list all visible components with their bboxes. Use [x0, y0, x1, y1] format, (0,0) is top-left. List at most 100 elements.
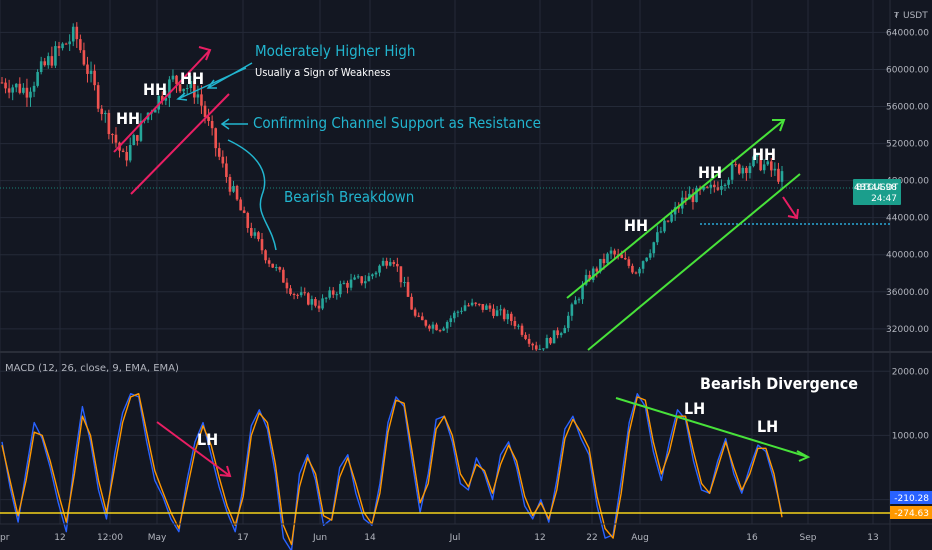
time-axis[interactable]: pr 12 12:00 May 17 Jun 14 Jul 12 22 Aug 16 Sep 13 — [0, 533, 879, 543]
candle-body — [666, 220, 670, 222]
candle-body — [121, 150, 125, 152]
candle-body — [189, 80, 193, 89]
candle-body — [574, 300, 577, 305]
candle-body — [324, 297, 328, 299]
candle-body — [549, 337, 552, 344]
candle-body — [32, 85, 36, 92]
candle-body — [638, 268, 641, 274]
candle-body — [68, 41, 71, 45]
candle-body — [228, 177, 232, 192]
candle-body — [410, 296, 413, 310]
candle-body — [745, 167, 748, 174]
candle-body — [705, 186, 709, 188]
candle-body — [36, 72, 39, 86]
candle-body — [602, 258, 606, 264]
candle-body — [57, 46, 61, 49]
annotation-moderately-higher-high: Moderately Higher High — [255, 42, 415, 60]
candle-body — [96, 85, 100, 109]
pink-drop-arrow — [782, 196, 798, 219]
candle-body — [467, 305, 470, 307]
candle-body — [506, 313, 510, 320]
candle-body — [314, 299, 317, 306]
candle-body — [175, 75, 178, 85]
annotation-channel-support: Confirming Channel Support as Resistance — [253, 114, 541, 132]
price-tick-label: 48000.00 — [886, 177, 929, 187]
price-tick-label: 44000.00 — [886, 214, 929, 224]
candle-body — [296, 294, 299, 296]
candle-body — [47, 56, 50, 66]
candle-body — [428, 325, 431, 329]
candle-body — [317, 305, 321, 309]
candle-body — [406, 282, 410, 297]
candle-body — [417, 315, 421, 317]
candle-body — [520, 325, 524, 335]
candle-body — [278, 267, 282, 270]
candle-body — [470, 302, 474, 306]
candle-body — [424, 320, 428, 326]
candle-body — [282, 269, 285, 283]
candle-body — [18, 83, 22, 93]
candle-body — [43, 61, 47, 66]
candle-body — [0, 82, 4, 84]
candle-body — [563, 327, 567, 334]
candle-body — [100, 108, 104, 115]
candle-body — [599, 258, 602, 272]
green-channel-upper-arrowhead — [772, 119, 786, 132]
pink-drop-arrowhead — [787, 208, 799, 220]
candle-body — [303, 292, 307, 294]
time-tick-label: 22 — [586, 533, 597, 543]
candle-body — [684, 197, 688, 200]
candle-body — [381, 260, 385, 266]
candle-body — [648, 253, 652, 258]
candle-body — [709, 184, 713, 188]
candle-body — [609, 250, 613, 254]
candle-body — [246, 212, 250, 228]
candle-body — [559, 333, 563, 336]
time-tick-label: Aug — [631, 533, 649, 543]
macd-green-line — [615, 397, 809, 458]
candle-body — [185, 88, 189, 90]
time-tick-label: Jun — [312, 533, 327, 543]
candle-body — [641, 261, 645, 269]
candle-body — [11, 87, 14, 93]
candle-body — [613, 250, 616, 255]
candle-body — [499, 309, 502, 311]
candle-body — [232, 186, 235, 192]
price-tick-label: 40000.00 — [886, 251, 929, 261]
candle-body — [93, 70, 96, 86]
candle-body — [524, 334, 527, 339]
annotation-bearish-breakdown: Bearish Breakdown — [284, 188, 414, 206]
candle-body — [727, 179, 730, 185]
arrow-weakness-2-head — [176, 92, 188, 101]
macd-tick-label: 2000.00 — [892, 367, 929, 377]
candle-body — [663, 220, 666, 232]
time-tick-label: 16 — [746, 533, 758, 543]
currency-label: USDT — [903, 11, 928, 21]
candle-body — [299, 292, 303, 296]
candle-body — [431, 324, 435, 329]
candle-body — [335, 294, 339, 296]
candle-body — [225, 163, 228, 178]
candle-body — [71, 26, 75, 42]
time-tick-label: Sep — [800, 533, 817, 543]
macd-pink-line — [156, 421, 231, 477]
candle-body — [82, 50, 86, 65]
candle-body — [289, 288, 292, 295]
breakdown-curve — [227, 139, 277, 251]
candle-body — [449, 318, 453, 323]
candle-body — [114, 134, 118, 143]
candle-body — [22, 87, 25, 93]
candle-body — [207, 116, 210, 121]
macd-indicator-label[interactable]: MACD (12, 26, close, 9, EMA, EMA) — [5, 363, 179, 374]
green-channel-upper — [566, 119, 785, 299]
candle-body — [420, 316, 424, 321]
time-tick-label: 14 — [364, 533, 376, 543]
candle-body — [196, 94, 200, 98]
candle-body — [264, 250, 267, 261]
price-axis[interactable]: 32000.00 36000.00 40000.00 44000.00 48000.00… — [886, 28, 929, 334]
candle-body — [588, 274, 591, 280]
arrow-weakness-head — [206, 79, 217, 89]
candle-body — [780, 171, 784, 182]
